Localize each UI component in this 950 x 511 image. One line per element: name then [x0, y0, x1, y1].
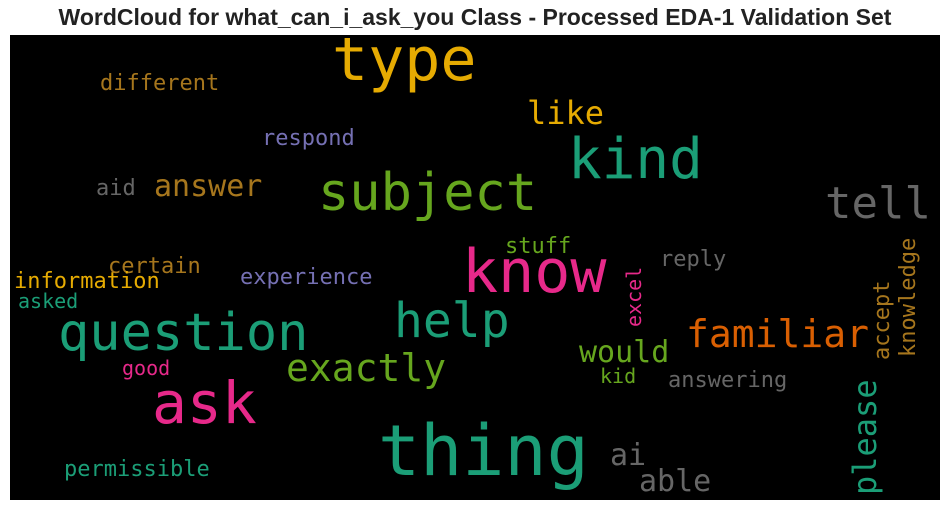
word-answering: answering: [668, 368, 787, 393]
word-tell: tell: [825, 178, 931, 229]
word-reply: reply: [660, 247, 726, 272]
word-good: good: [122, 356, 170, 380]
word-help: help: [394, 293, 510, 349]
word-knowledge: knowledge: [896, 238, 921, 357]
word-able: able: [639, 464, 711, 499]
word-different: different: [100, 71, 219, 96]
word-answer: answer: [154, 169, 262, 204]
word-respond: respond: [262, 126, 355, 151]
word-ai: ai: [610, 438, 646, 473]
word-experience: experience: [240, 265, 372, 290]
word-accept: accept: [870, 281, 895, 360]
chart-title: WordCloud for what_can_i_ask_you Class -…: [0, 4, 950, 31]
word-stuff: stuff: [505, 234, 571, 259]
word-permissible: permissible: [64, 457, 210, 482]
word-type: type: [332, 35, 477, 95]
word-question: question: [58, 303, 308, 363]
word-excel: excel: [622, 267, 646, 327]
word-aid: aid: [96, 176, 136, 201]
word-asked: asked: [18, 289, 78, 313]
word-familiar: familiar: [686, 312, 869, 356]
word-thing: thing: [378, 410, 589, 492]
word-kid: kid: [600, 364, 636, 388]
word-kind: kind: [568, 127, 703, 192]
word-subject: subject: [318, 163, 537, 223]
word-exactly: exactly: [286, 346, 446, 390]
word-like: like: [527, 94, 604, 132]
word-please: please: [846, 379, 884, 495]
word-cloud: typethingknowkindaskquestionsubjecthelpt…: [10, 35, 940, 500]
